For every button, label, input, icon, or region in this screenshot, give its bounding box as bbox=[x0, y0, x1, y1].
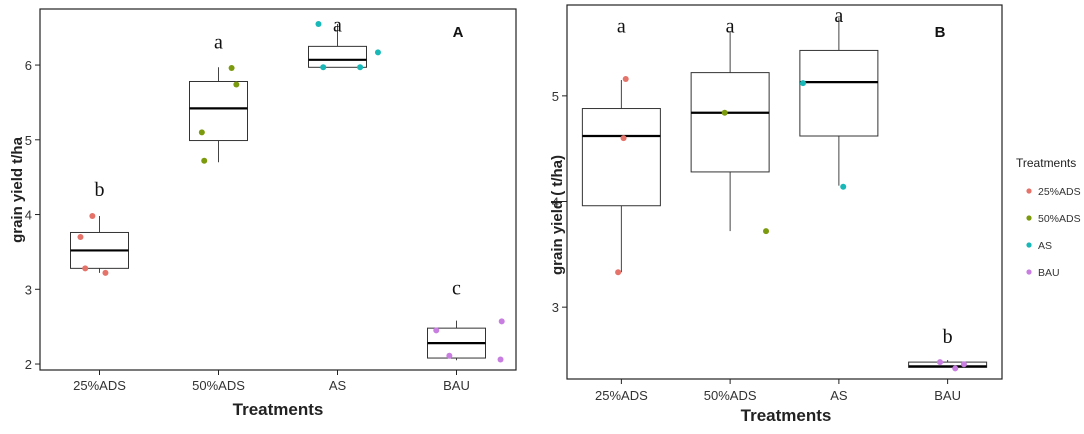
data-point bbox=[77, 233, 84, 240]
legend-key bbox=[1026, 188, 1032, 194]
y-tick-label: 4 bbox=[552, 195, 559, 210]
data-point bbox=[840, 183, 847, 190]
box-AS bbox=[308, 45, 367, 68]
panel-a-y-ticks: 2 3 4 5 6 bbox=[25, 58, 40, 372]
x-tick-label: BAU bbox=[934, 388, 961, 403]
data-point bbox=[82, 265, 89, 272]
legend-key bbox=[1026, 269, 1032, 275]
panel-b-significance-letters: a a a b bbox=[617, 5, 953, 348]
box-50%ADS bbox=[690, 72, 770, 173]
legend-key bbox=[1026, 242, 1032, 248]
box-25%ADS bbox=[581, 108, 661, 207]
panel-b-y-axis-label: grain yield ( t/ha) bbox=[549, 155, 566, 275]
y-tick-label: 4 bbox=[25, 208, 32, 223]
x-tick-label: AS bbox=[830, 388, 848, 403]
x-tick-label: 50%ADS bbox=[192, 378, 245, 393]
panel-b-frame bbox=[566, 4, 1003, 380]
panel-a-label: A bbox=[453, 24, 464, 41]
data-point bbox=[498, 318, 505, 325]
data-point bbox=[374, 49, 381, 56]
legend-label: 50%ADS bbox=[1038, 213, 1081, 225]
legend-label: BAU bbox=[1038, 267, 1060, 279]
data-point bbox=[497, 356, 504, 363]
legend-key bbox=[1026, 215, 1032, 221]
x-tick-label: 25%ADS bbox=[73, 378, 126, 393]
data-point bbox=[102, 269, 109, 276]
x-tick-label: AS bbox=[329, 378, 347, 393]
panel-b-boxes bbox=[581, 17, 988, 368]
data-point bbox=[446, 352, 453, 359]
significance-letter: c bbox=[452, 278, 461, 300]
significance-letter: a bbox=[333, 14, 342, 36]
y-tick-label: 6 bbox=[25, 58, 32, 73]
data-point bbox=[89, 213, 96, 220]
panel-b: 345 a a ab 25%ADS 50%ADS AS BAU B Treatments … bbox=[549, 4, 1003, 425]
box-AS bbox=[799, 49, 879, 137]
panel-b-points bbox=[615, 75, 967, 372]
data-point bbox=[960, 361, 967, 368]
significance-letter: a bbox=[214, 32, 223, 54]
x-tick-label: 50%ADS bbox=[704, 388, 757, 403]
data-point bbox=[315, 20, 322, 27]
data-point bbox=[721, 109, 728, 116]
y-tick-label: 3 bbox=[552, 300, 559, 315]
panel-a-x-ticks: 25%ADS 50%ADS AS BAU bbox=[73, 370, 470, 393]
panel-a-frame bbox=[39, 8, 517, 371]
panel-a-significance-letters: b a a c bbox=[95, 14, 462, 299]
data-point bbox=[620, 135, 627, 142]
panel-a-boxes bbox=[70, 23, 486, 361]
panel-a: 2 3 4 5 6 b a a c 25%ADS 50%ADS AS BAU A Treatment… bbox=[9, 8, 517, 419]
data-point bbox=[615, 269, 622, 276]
significance-letter: a bbox=[617, 15, 626, 37]
significance-letter: b bbox=[943, 326, 953, 348]
panel-a-points bbox=[77, 20, 505, 363]
significance-letter: a bbox=[726, 15, 735, 37]
legend-label: 25%ADS bbox=[1038, 186, 1081, 198]
panel-a-y-axis-label: grain yield t/ha bbox=[9, 136, 26, 243]
data-point bbox=[763, 228, 770, 235]
y-tick-label: 5 bbox=[25, 133, 32, 148]
data-point bbox=[433, 327, 440, 334]
legend-title: Treatments bbox=[1016, 156, 1076, 170]
data-point bbox=[233, 81, 240, 88]
data-point bbox=[201, 157, 208, 164]
data-point bbox=[320, 64, 327, 71]
significance-letter: a bbox=[834, 5, 843, 27]
x-tick-label: 25%ADS bbox=[595, 388, 648, 403]
y-tick-label: 3 bbox=[25, 282, 32, 297]
data-point bbox=[198, 129, 205, 136]
x-tick-label: BAU bbox=[443, 378, 470, 393]
box-50%ADS bbox=[189, 80, 248, 142]
data-point bbox=[937, 359, 944, 366]
legend: Treatments 25%ADS 50%ADS AS BAU bbox=[1016, 156, 1081, 279]
data-point bbox=[228, 65, 235, 72]
y-tick-label: 5 bbox=[552, 89, 559, 104]
y-tick-label: 2 bbox=[25, 357, 32, 372]
data-point bbox=[622, 75, 629, 82]
legend-items: 25%ADS 50%ADS AS BAU bbox=[1026, 186, 1081, 279]
significance-letter: b bbox=[95, 179, 105, 201]
data-point bbox=[952, 365, 959, 372]
panel-a-x-axis-label: Treatments bbox=[233, 400, 324, 419]
panel-b-x-ticks: 25%ADS 50%ADS AS BAU bbox=[595, 379, 961, 403]
panel-b-y-ticks: 3 4 5 bbox=[552, 89, 567, 315]
panel-b-x-axis-label: Treatments bbox=[741, 406, 832, 425]
data-point bbox=[799, 80, 806, 87]
data-point bbox=[357, 64, 364, 71]
panel-b-label: B bbox=[935, 24, 946, 41]
legend-label: AS bbox=[1038, 240, 1052, 252]
